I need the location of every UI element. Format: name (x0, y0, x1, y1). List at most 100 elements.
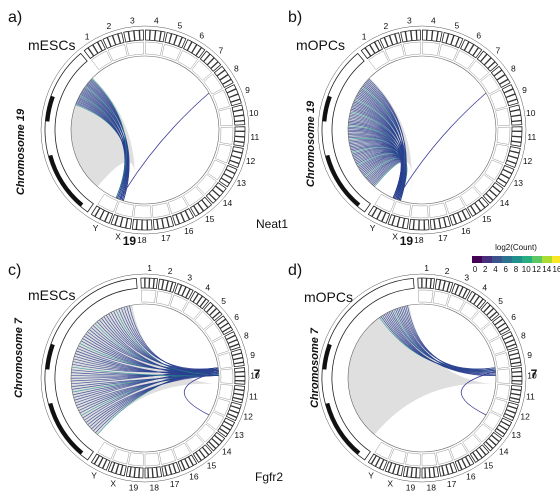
cytoband (485, 192, 494, 201)
chromosome-label: 12 (243, 411, 253, 421)
cytoband (383, 37, 389, 47)
chromosome-label: 12 (246, 156, 256, 166)
cytoband (111, 35, 117, 46)
legend-color-step (502, 256, 513, 263)
cytoband (147, 467, 150, 478)
cytoband (45, 343, 55, 370)
cytoband (195, 47, 203, 57)
cytoband (415, 467, 418, 478)
track-segment (182, 301, 202, 320)
chromosome-label: 5 (498, 296, 503, 306)
cytoband (211, 437, 220, 446)
track-segment (217, 352, 233, 369)
cell-type-label: mESCs (28, 37, 75, 53)
track-segment (112, 448, 130, 465)
track-segment (196, 423, 216, 443)
chromosome-label: 6 (476, 31, 481, 41)
cytoband (511, 375, 522, 378)
cytoband (164, 465, 168, 476)
track-segment (422, 41, 440, 56)
cytoband (428, 467, 431, 478)
cytoband (119, 217, 124, 228)
panel-label: d) (288, 262, 302, 279)
cytoband (370, 455, 377, 465)
chromosome-label: 17 (438, 233, 448, 243)
track-segment (435, 448, 453, 465)
track-segment (483, 411, 502, 431)
cytoband (206, 57, 215, 66)
cytoband (133, 30, 136, 41)
cytoband (222, 78, 232, 85)
cytoband (223, 420, 234, 427)
cytoband (191, 44, 198, 54)
cytoband (433, 219, 436, 230)
gene-label-top: Neat1 (256, 217, 288, 231)
circos-panel-b: b) mOPCs Chromosome 19 123 45678910111213… (288, 9, 536, 248)
cytoband (148, 278, 151, 289)
chromosome-label: 13 (514, 178, 524, 188)
cytoband (505, 93, 516, 99)
chromosome-label: 2 (445, 266, 450, 276)
legend-tick-label: 4 (493, 265, 498, 274)
cytoband (146, 219, 149, 230)
track-segment (471, 311, 491, 330)
track-segment (220, 368, 234, 384)
track-segment (133, 205, 152, 219)
track-segment (204, 322, 223, 342)
track-segment (462, 434, 482, 453)
legend-title: log2(Count) (495, 243, 537, 252)
track-segment (172, 442, 191, 461)
chromosome-label: 4 (154, 16, 159, 26)
track-segment (161, 43, 182, 61)
cytoband (177, 36, 183, 47)
cytoband (101, 459, 108, 469)
cytoband (445, 464, 450, 475)
chromosome-label: 10 (249, 108, 259, 118)
track-segment (212, 89, 231, 110)
cytoband (161, 218, 165, 229)
track-segment (495, 107, 511, 127)
chromosome-label: 3 (407, 16, 412, 26)
track-segment (145, 41, 163, 56)
chromosome-label: 4 (205, 283, 210, 293)
chromosome-label: 4 (431, 16, 436, 26)
cytoband (507, 98, 518, 103)
track-segment (374, 441, 393, 460)
chromosome-label: 11 (526, 391, 535, 401)
chromosome-label: 3 (187, 273, 192, 283)
cytoband (497, 177, 507, 184)
focus-chromosome-segment (321, 277, 415, 461)
cytoband (187, 456, 194, 466)
cytoband (93, 455, 100, 465)
cytoband (468, 44, 475, 54)
interaction-link (118, 308, 219, 376)
cytoband (232, 108, 244, 113)
track-segment (496, 126, 511, 145)
chromosome-label: 11 (250, 132, 259, 142)
track-segment (481, 322, 500, 342)
cytoband (232, 356, 244, 361)
cytoband (496, 322, 506, 329)
cytoband (446, 281, 451, 292)
cytoband (504, 413, 515, 419)
chromosome-label: 18 (426, 483, 436, 493)
inner-ring (347, 55, 497, 205)
track-segment (438, 43, 459, 61)
track-segment (449, 442, 468, 461)
cytoband (234, 388, 245, 392)
legend-tick-label: 10 (522, 265, 531, 274)
cytoband (206, 304, 214, 313)
cytoband (94, 207, 101, 217)
cytoband (441, 465, 445, 476)
cytoband (387, 462, 393, 473)
cytoband (138, 467, 141, 478)
cytoband (184, 210, 191, 220)
cytoband (421, 277, 423, 289)
cytoband (217, 318, 227, 326)
cytoband (485, 441, 494, 450)
cytoband (208, 441, 217, 450)
cytoband (155, 467, 159, 478)
chromosome-label: 7 (218, 45, 223, 55)
cytoband (233, 361, 244, 365)
